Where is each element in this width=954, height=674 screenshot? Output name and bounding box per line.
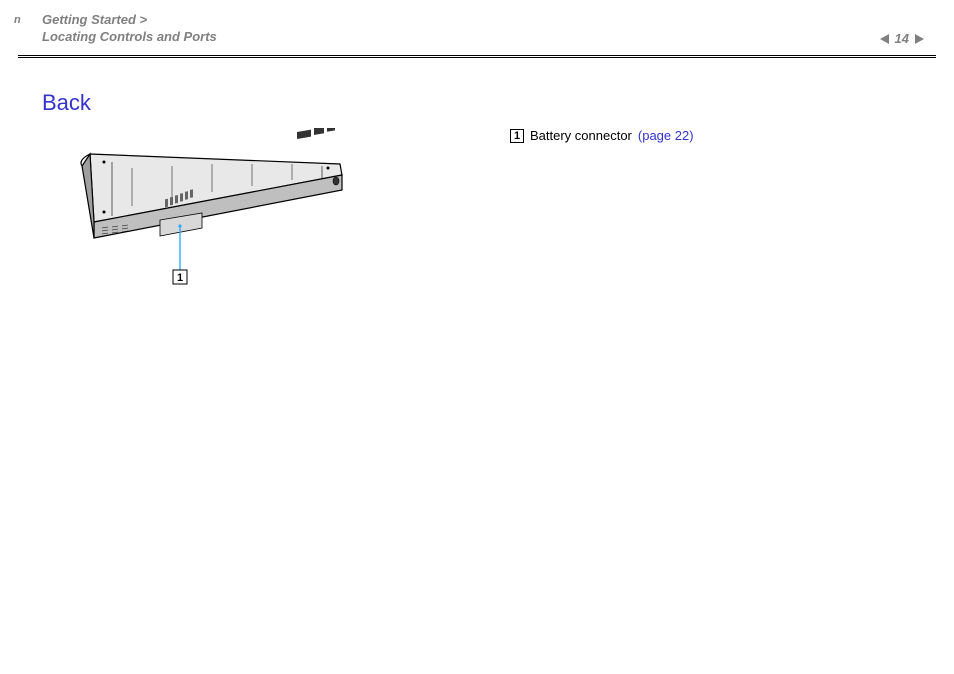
section-title: Back: [42, 90, 91, 116]
callout-number-box: 1: [510, 129, 524, 143]
page-number: 14: [895, 31, 909, 46]
next-page-arrow-icon[interactable]: [915, 34, 924, 44]
page-reference-link[interactable]: (page 22): [638, 128, 694, 143]
breadcrumb: Getting Started > Locating Controls and …: [42, 11, 217, 45]
page-number-nav: 14: [880, 31, 924, 46]
callout-label: Battery connector: [530, 128, 632, 143]
page-root: n Getting Started > Locating Controls an…: [0, 0, 954, 674]
svg-text:1: 1: [177, 272, 183, 284]
prev-page-arrow-icon[interactable]: [880, 34, 889, 44]
callout-list: 1 Battery connector (page 22): [510, 128, 694, 143]
page-header: Getting Started > Locating Controls and …: [0, 0, 954, 56]
breadcrumb-line-2: Locating Controls and Ports: [42, 29, 217, 44]
device-illustration: 1: [42, 128, 387, 288]
breadcrumb-line-1: Getting Started >: [42, 12, 147, 27]
header-rule-1: [18, 55, 936, 56]
device-figure: 1: [42, 128, 387, 288]
header-rule-2: [18, 57, 936, 58]
